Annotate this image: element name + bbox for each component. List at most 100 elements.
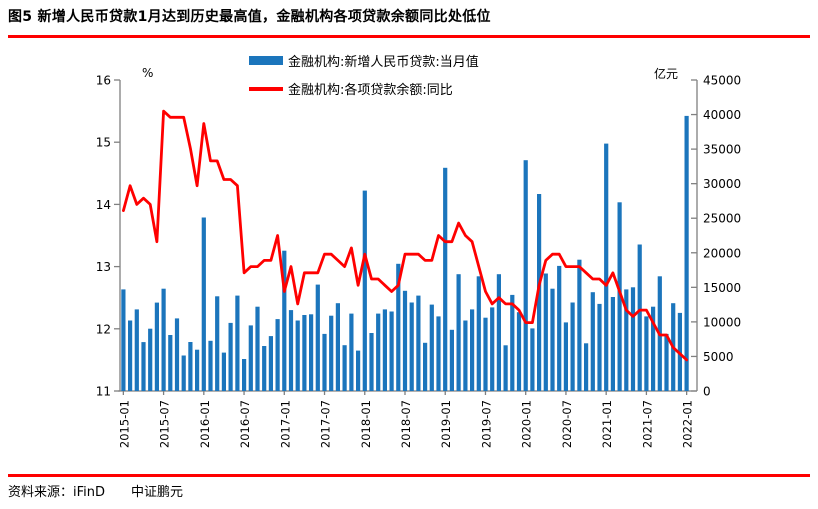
bar-2020-12 — [597, 303, 602, 391]
x-axis-tick-label-2020-01: 2020-01 — [520, 400, 534, 448]
bar-2017-05 — [309, 314, 314, 391]
x-axis-tick-label-2021-07: 2021-07 — [640, 400, 654, 448]
bar-2015-08 — [168, 335, 173, 391]
bar-2021-06 — [637, 244, 642, 391]
bar-2019-08 — [490, 307, 495, 391]
right-axis-tick-label: 5000 — [703, 350, 734, 364]
bar-2015-09 — [174, 318, 180, 391]
legend-line-swatch-icon — [249, 86, 283, 91]
bar-2016-11 — [268, 336, 273, 391]
bar-2015-07 — [161, 288, 166, 391]
bar-2018-11 — [429, 304, 434, 391]
left-axis-unit-label: % — [142, 66, 153, 80]
right-axis-tick-label: 15000 — [703, 281, 741, 295]
bar-2018-01 — [362, 190, 367, 391]
bar-2017-11 — [349, 313, 354, 391]
bar-2020-10 — [584, 343, 589, 391]
bar-2016-06 — [235, 295, 240, 391]
x-axis-tick-label-2019-07: 2019-07 — [479, 400, 493, 448]
x-axis-tick-label-2018-07: 2018-07 — [399, 400, 413, 448]
bar-2019-05 — [470, 309, 475, 391]
bar-2018-06 — [396, 263, 401, 391]
bar-2021-08 — [651, 306, 656, 391]
bar-2018-02 — [369, 333, 374, 391]
legend-bar-swatch-icon — [249, 56, 283, 65]
x-axis-tick-label-2016-01: 2016-01 — [198, 400, 212, 448]
bar-2016-08 — [248, 325, 253, 391]
bar-2021-03 — [617, 202, 622, 391]
bar-2015-06 — [154, 302, 159, 391]
bar-2020-02 — [530, 328, 535, 391]
bar-2020-08 — [570, 302, 575, 391]
left-axis-tick-label: 16 — [96, 74, 111, 88]
bar-2018-08 — [409, 302, 414, 391]
bar-2018-10 — [423, 342, 428, 391]
bar-2019-09 — [496, 274, 501, 391]
bar-2020-01 — [523, 160, 528, 391]
bar-2017-04 — [302, 315, 307, 391]
bar-2019-02 — [449, 329, 454, 391]
bar-2016-04 — [221, 352, 226, 391]
bar-2016-10 — [262, 346, 267, 391]
bar-2015-03 — [134, 309, 139, 391]
right-axis-tick-label: 20000 — [703, 246, 741, 260]
bar-2019-07 — [483, 317, 488, 391]
bar-2016-07 — [242, 359, 247, 391]
bar-2018-04 — [382, 309, 387, 391]
bar-2017-09 — [335, 303, 340, 391]
bar-2017-07 — [322, 333, 327, 391]
bar-2019-11 — [510, 294, 515, 391]
bar-2020-11 — [590, 292, 595, 391]
x-axis-tick-label-2017-07: 2017-07 — [319, 400, 333, 448]
bar-2017-06 — [315, 284, 320, 391]
bar-2021-02 — [610, 297, 615, 391]
x-axis-tick-label-2018-01: 2018-01 — [359, 400, 373, 448]
bar-2017-02 — [288, 310, 294, 391]
bar-2016-01 — [201, 217, 206, 391]
right-axis-tick-label: 40000 — [703, 108, 741, 122]
left-axis-tick-label: 13 — [96, 260, 111, 274]
bar-2020-07 — [563, 322, 568, 391]
x-axis-tick-label-2016-07: 2016-07 — [238, 400, 252, 448]
figure-title: 图5 新增人民币贷款1月达到历史最高值，金融机构各项贷款余额同比处低位 — [8, 9, 491, 25]
bar-2021-01 — [604, 143, 609, 391]
source-org: 中证鹏元 — [131, 485, 184, 500]
bar-2015-12 — [195, 349, 200, 391]
bar-2016-02 — [208, 340, 213, 391]
x-axis-tick-label-2019-01: 2019-01 — [439, 400, 453, 448]
bar-2018-07 — [402, 290, 408, 391]
bar-2016-05 — [228, 322, 233, 391]
x-axis-tick-label-2021-01: 2021-01 — [600, 400, 614, 448]
bar-2015-01 — [121, 289, 126, 391]
x-axis-tick-label-2015-01: 2015-01 — [117, 400, 131, 448]
legend-label-new-loans: 金融机构:新增人民币贷款:当月值 — [288, 55, 479, 70]
bar-2021-10 — [664, 333, 669, 391]
bar-2018-12 — [436, 316, 441, 391]
loan-balance-yoy-line — [122, 109, 688, 362]
right-axis-tick-label: 30000 — [703, 177, 741, 191]
bar-2017-12 — [356, 350, 361, 391]
right-axis-tick-label: 10000 — [703, 315, 741, 329]
bar-2020-06 — [557, 265, 562, 391]
x-axis-tick-label-2022-01: 2022-01 — [681, 400, 695, 448]
legend-item-new-loans: 金融机构:新增人民币贷款:当月值 — [249, 53, 479, 70]
right-axis-tick-label: 45000 — [703, 74, 741, 88]
bar-2018-09 — [416, 295, 421, 391]
bar-2015-04 — [141, 342, 146, 391]
left-axis-tick-label: 14 — [96, 198, 111, 212]
bar-2015-10 — [181, 355, 186, 391]
bar-2020-09 — [577, 259, 582, 391]
bar-2019-10 — [503, 345, 508, 391]
x-axis-tick-label-2020-07: 2020-07 — [560, 400, 574, 448]
left-axis-tick-label: 12 — [96, 322, 111, 336]
bar-2021-04 — [624, 289, 629, 391]
right-axis-tick-label: 25000 — [703, 212, 741, 226]
source-label: 资料来源：iFinD — [8, 485, 106, 500]
bar-2022-01 — [684, 115, 689, 392]
chart-legend: 金融机构:新增人民币贷款:当月值 金融机构:各项贷款余额:同比 — [249, 53, 479, 109]
bar-2021-07 — [644, 316, 649, 391]
bar-2016-03 — [215, 296, 220, 391]
bar-2016-09 — [255, 306, 260, 391]
bar-2019-12 — [516, 312, 522, 391]
